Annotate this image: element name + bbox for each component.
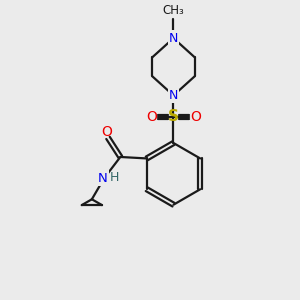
Text: S: S	[168, 109, 179, 124]
Text: N: N	[169, 32, 178, 45]
Text: O: O	[101, 125, 112, 139]
Text: H: H	[110, 171, 119, 184]
Text: N: N	[98, 172, 108, 184]
Text: CH₃: CH₃	[163, 4, 184, 17]
Text: O: O	[146, 110, 157, 124]
Text: O: O	[190, 110, 201, 124]
Text: N: N	[169, 89, 178, 102]
